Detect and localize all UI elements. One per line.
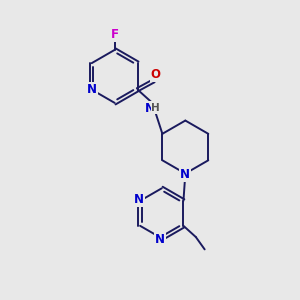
Text: N: N	[180, 168, 190, 181]
Text: N: N	[144, 102, 154, 115]
Text: H: H	[152, 103, 160, 113]
Text: O: O	[151, 68, 160, 81]
Text: N: N	[87, 83, 97, 96]
Text: N: N	[134, 193, 144, 206]
Text: F: F	[111, 28, 119, 41]
Text: N: N	[155, 233, 165, 246]
